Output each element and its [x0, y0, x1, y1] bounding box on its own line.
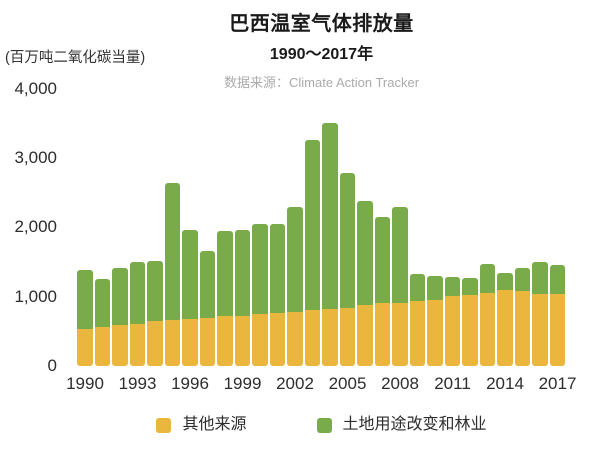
chart-header: 巴西温室气体排放量 1990～2017年 数据来源：Climate Action…: [43, 12, 600, 91]
bar-1992-landuse-segment: [112, 268, 128, 325]
bar-1993-landuse-segment: [129, 262, 146, 324]
chart-subtitle: 1990～2017年: [269, 46, 374, 63]
bar-2009-landuse-segment: [409, 274, 426, 301]
bar-2008-other-segment: [392, 302, 408, 367]
bar-2012-landuse-segment: [462, 277, 478, 296]
bar-1995-other-segment: [164, 320, 181, 367]
legend-item-landuse: 土地用途改变和林业: [316, 416, 487, 434]
bar-2003-landuse-segment: [304, 139, 321, 311]
bar-2001-landuse-segment: [269, 223, 286, 314]
x-tick-label-2005: 2005: [328, 374, 367, 393]
chart-title: 巴西温室气体排放量: [229, 13, 414, 35]
bar-1990-other-segment: [77, 329, 93, 367]
bar-2014-other-segment: [497, 290, 513, 367]
bar-2004-other-segment: [322, 308, 338, 367]
bar-2010-other-segment: [427, 300, 443, 367]
bar-2009-other-segment: [409, 300, 426, 367]
bar-1996-landuse-segment: [182, 230, 198, 320]
bar-1996-other-segment: [182, 319, 198, 367]
bar-1998-landuse-segment: [217, 231, 233, 317]
bar-2007-landuse-segment: [374, 216, 391, 304]
bar-1999-landuse-segment: [234, 230, 251, 316]
bar-2015-landuse-segment: [514, 268, 531, 292]
bar-1991-landuse-segment: [94, 279, 111, 328]
x-tick-label-2014: 2014: [486, 374, 524, 393]
bar-2003-other-segment: [304, 310, 321, 367]
bar-2011-other-segment: [444, 296, 461, 367]
bar-1999-other-segment: [234, 315, 251, 367]
bar-2017-landuse-segment: [549, 264, 566, 295]
chart-source: 数据来源：Climate Action Tracker: [43, 75, 600, 91]
y-tick-label-4000: 4,000: [14, 78, 57, 98]
plot-area: 0 1,000 2,000 3,000 4,000 1990 1993 1996 1999 200…: [14, 78, 577, 393]
y-tick-label-3000: 3,000: [14, 148, 57, 167]
y-axis-unit-label: (百万吨二氧化碳当量): [5, 50, 146, 66]
bar-2013-other-segment: [479, 292, 496, 367]
bar-1992-other-segment: [112, 324, 128, 367]
x-tick-label-2002: 2002: [276, 374, 314, 393]
bar-1991-other-segment: [94, 327, 111, 367]
legend-swatch-landuse: [316, 417, 332, 433]
bar-2005-other-segment: [339, 307, 356, 367]
legend-item-other: 其他来源: [156, 416, 247, 434]
bar-2016-landuse-segment: [532, 262, 548, 294]
bar-2002-other-segment: [287, 311, 303, 367]
bar-2007-other-segment: [374, 303, 391, 367]
bar-2010-landuse-segment: [427, 275, 443, 301]
legend-label-landuse: 土地用途改变和林业: [342, 416, 487, 433]
bar-1993-other-segment: [129, 323, 146, 367]
bar-1990-landuse-segment: [77, 270, 93, 330]
bar-2005-landuse-segment: [339, 172, 356, 308]
bar-1994-other-segment: [147, 321, 163, 367]
legend-label-other: 其他来源: [182, 416, 247, 433]
x-tick-label-1996: 1996: [171, 374, 209, 393]
bar-2013-landuse-segment: [479, 263, 496, 293]
bar-2014-landuse-segment: [497, 272, 513, 291]
bar-2004-landuse-segment: [322, 123, 338, 309]
bar-2006-landuse-segment: [357, 201, 373, 306]
bar-1998-other-segment: [217, 316, 233, 367]
bar-2017-other-segment: [549, 294, 566, 367]
x-tick-label-1993: 1993: [118, 374, 157, 393]
bar-1994-landuse-segment: [147, 261, 163, 322]
bar-1997-landuse-segment: [199, 250, 216, 319]
y-tick-label-0: 0: [47, 356, 57, 376]
legend-swatch-other: [156, 417, 172, 433]
legend: 其他来源 土地用途改变和林业: [43, 416, 600, 434]
bar-2000-landuse-segment: [252, 223, 268, 315]
x-tick-label-1990: 1990: [66, 374, 104, 393]
bar-2006-other-segment: [357, 305, 373, 367]
y-tick-label-2000: 2,000: [14, 217, 57, 237]
source-value: Climate Action Tracker: [288, 75, 420, 90]
bar-2011-landuse-segment: [444, 277, 461, 297]
x-tick-label-2017: 2017: [538, 374, 577, 393]
bar-2015-other-segment: [514, 291, 531, 367]
bar-2002-landuse-segment: [287, 207, 303, 312]
bar-2012-other-segment: [462, 295, 478, 367]
bar-2008-landuse-segment: [392, 207, 408, 303]
bar-2001-other-segment: [269, 313, 286, 367]
bar-2016-other-segment: [532, 293, 548, 367]
bar-1997-other-segment: [199, 318, 216, 367]
bar-2000-other-segment: [252, 314, 268, 367]
y-tick-label-1000: 1,000: [14, 286, 57, 306]
source-label: 数据来源：: [223, 75, 289, 90]
x-tick-label-1999: 1999: [223, 374, 262, 393]
bar-1995-landuse-segment: [164, 182, 181, 321]
x-tick-label-2008: 2008: [381, 374, 419, 393]
x-tick-label-2011: 2011: [434, 374, 471, 393]
